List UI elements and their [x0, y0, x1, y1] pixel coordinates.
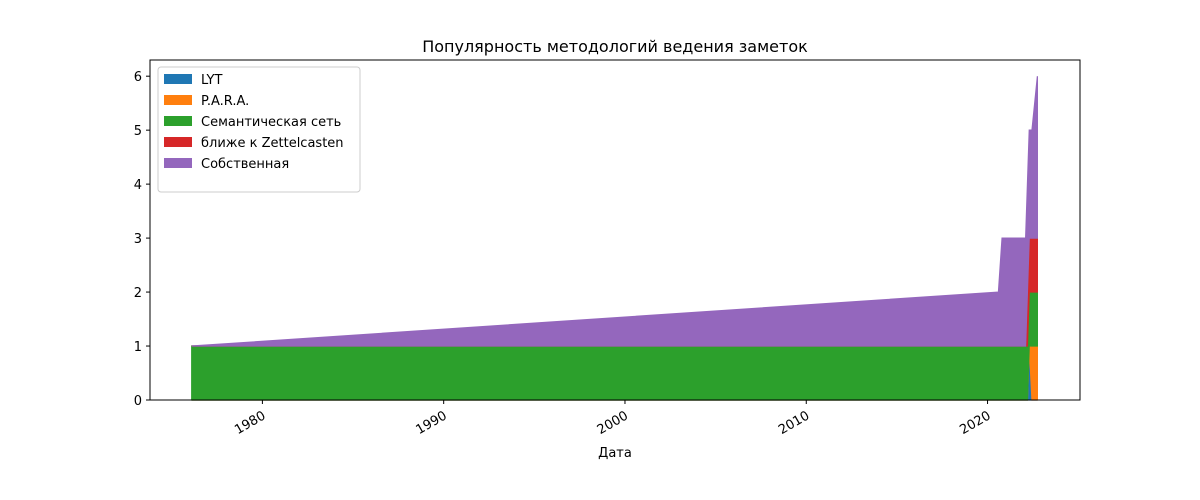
- legend-label: Семантическая сеть: [201, 115, 341, 130]
- x-tick-label: 1990: [414, 408, 450, 438]
- y-tick-label: 1: [134, 340, 142, 355]
- legend-swatch: [164, 116, 192, 126]
- area: [191, 76, 1038, 347]
- chart-title: Популярность методологий ведения заметок: [422, 37, 808, 56]
- y-tick-label: 4: [134, 178, 142, 193]
- x-tick-label: 2000: [595, 408, 631, 438]
- y-tick-label: 5: [134, 124, 142, 139]
- y-tick-label: 2: [134, 286, 142, 301]
- x-tick-label: 2020: [957, 408, 993, 438]
- y-tick-label: 0: [134, 394, 142, 409]
- legend-label: Собственная: [201, 157, 289, 172]
- legend-box: [157, 66, 361, 193]
- legend-label: ближе к Zettelcasten: [201, 136, 344, 151]
- x-axis-label: Дата: [598, 446, 632, 461]
- x-tick-label: 1980: [232, 408, 268, 438]
- legend-label: P.A.R.A.: [201, 94, 249, 109]
- legend-swatch: [164, 158, 192, 168]
- plot-frame: [149, 59, 1081, 401]
- x-tick-label: 2010: [776, 408, 812, 438]
- legend-label: LYT: [201, 73, 222, 88]
- legend: LYT P.A.R.A. Семантическая сеть ближе к Zet…: [157, 66, 361, 193]
- legend-swatch: [164, 137, 192, 147]
- y-tick-label: 3: [134, 232, 142, 247]
- legend-swatch: [164, 95, 192, 105]
- legend-swatch: [164, 74, 192, 84]
- y-tick-label: 6: [134, 70, 142, 85]
